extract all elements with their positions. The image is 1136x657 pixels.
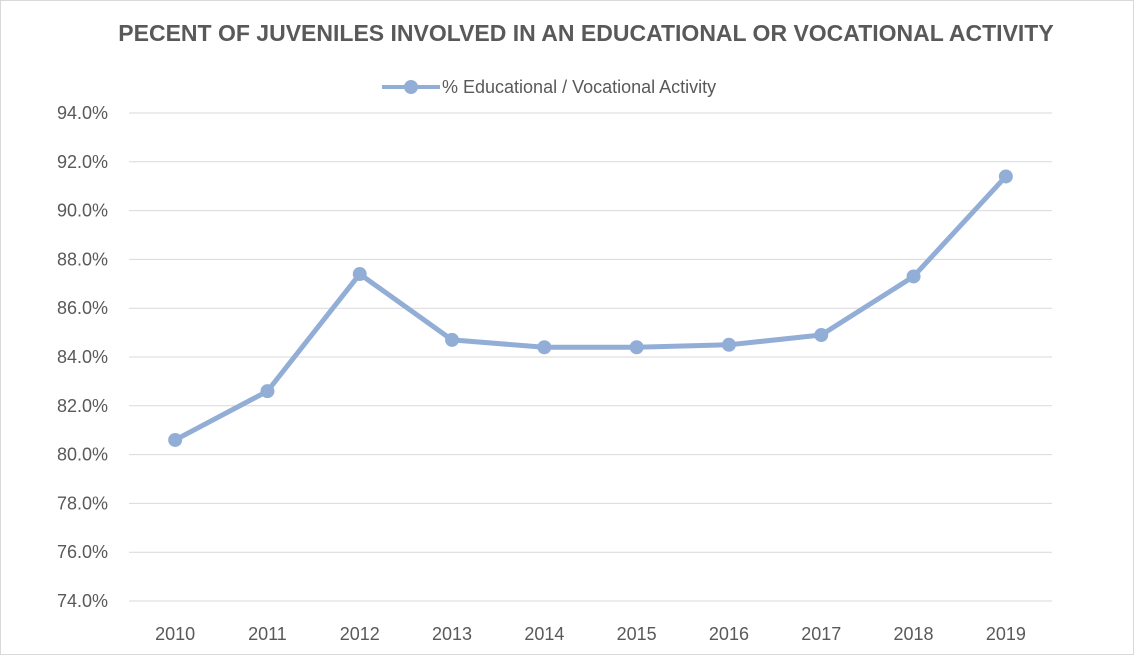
data-point	[721, 337, 736, 352]
x-tick-label: 2014	[524, 624, 564, 644]
y-tick-label: 90.0%	[57, 201, 108, 221]
y-tick-label: 74.0%	[57, 591, 108, 611]
data-point	[352, 267, 367, 282]
data-point	[445, 332, 460, 347]
x-tick-label: 2017	[801, 624, 841, 644]
x-tick-label: 2016	[709, 624, 749, 644]
legend: % Educational / Vocational Activity	[382, 74, 716, 100]
y-tick-label: 80.0%	[57, 445, 108, 465]
data-point	[168, 432, 183, 447]
y-tick-label: 82.0%	[57, 396, 108, 416]
y-tick-label: 88.0%	[57, 249, 108, 269]
data-point	[906, 269, 921, 284]
x-tick-label: 2013	[432, 624, 472, 644]
x-tick-label: 2012	[340, 624, 380, 644]
chart-title: PECENT OF JUVENILES INVOLVED IN AN EDUCA…	[118, 20, 1054, 46]
data-point	[998, 169, 1013, 184]
y-tick-label: 92.0%	[57, 152, 108, 172]
x-tick-label: 2019	[986, 624, 1026, 644]
x-axis-tick-labels: 2010 2011 2012 2013 2014 2015 2016 2017 2018 2019	[155, 624, 1026, 644]
x-tick-label: 2011	[248, 624, 287, 644]
data-point	[629, 340, 644, 355]
data-point	[537, 340, 552, 355]
y-tick-label: 94.0%	[57, 103, 108, 123]
series-group	[168, 169, 1013, 447]
x-tick-label: 2018	[894, 624, 934, 644]
y-tick-label: 76.0%	[57, 542, 108, 562]
series-line	[172, 173, 1009, 443]
y-tick-label: 86.0%	[57, 298, 108, 318]
y-axis-tick-labels: 74.0% 76.0% 78.0% 80.0% 82.0% 84.0% 86.0% 88.0%…	[57, 103, 108, 611]
y-tick-label: 84.0%	[57, 347, 108, 367]
data-point	[814, 328, 829, 343]
legend-swatch	[382, 74, 440, 100]
gridlines	[129, 112, 1052, 602]
legend-label: % Educational / Vocational Activity	[442, 76, 717, 97]
y-tick-label: 78.0%	[57, 493, 108, 513]
x-tick-label: 2010	[155, 624, 195, 644]
x-tick-label: 2015	[617, 624, 657, 644]
data-point	[260, 384, 275, 399]
